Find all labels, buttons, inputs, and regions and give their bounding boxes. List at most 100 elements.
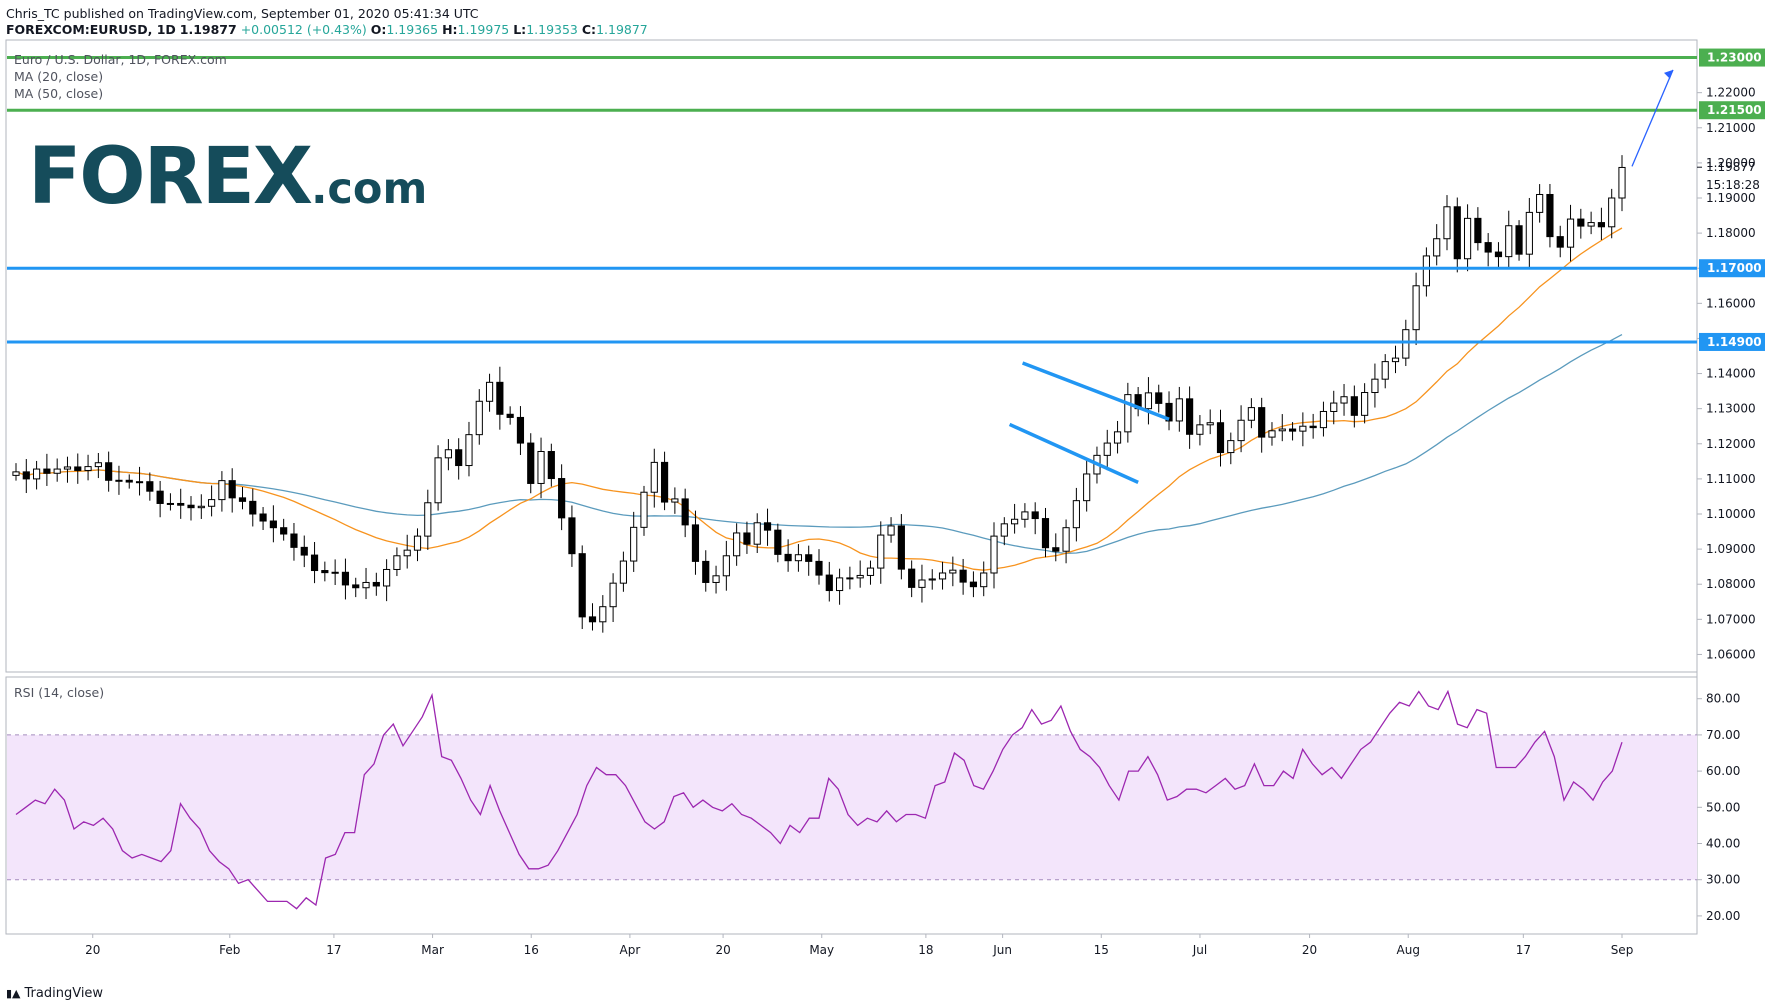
symbol-label[interactable]: FOREXCOM:EURUSD, 1D xyxy=(6,22,176,37)
candle-body xyxy=(774,529,782,555)
candle-body xyxy=(836,577,844,592)
forex-logo-suffix: .com xyxy=(311,164,428,214)
flag-lower-trendline xyxy=(1008,422,1139,484)
candle-body xyxy=(650,461,658,493)
candle-body xyxy=(115,479,123,482)
price-axis-label: 1.22000 xyxy=(1706,86,1756,100)
candle-body xyxy=(1443,206,1451,240)
candle-body xyxy=(1608,197,1616,228)
candle-body xyxy=(1474,217,1482,244)
close-label: C: xyxy=(581,22,597,37)
candle-body xyxy=(1124,394,1132,433)
ma50-legend[interactable]: MA (50, close) xyxy=(14,86,104,101)
candle-body xyxy=(1412,285,1420,331)
close-value: 1.19877 xyxy=(596,22,648,37)
projection-arrow-line xyxy=(1631,69,1674,167)
candle-body xyxy=(218,480,226,501)
candle-body xyxy=(887,525,895,536)
bar-countdown-label: 15:18:28 xyxy=(1706,178,1760,192)
time-axis-label: Apr xyxy=(620,943,641,957)
rsi-band xyxy=(7,734,1697,880)
candle-body xyxy=(733,532,741,557)
rsi-axis-label: 60.00 xyxy=(1706,764,1740,778)
candle-body xyxy=(1206,422,1214,426)
candle-body xyxy=(1577,218,1585,227)
forex-logo: FOREX.com xyxy=(28,132,427,222)
candle-body xyxy=(1021,511,1029,520)
candle-body xyxy=(1155,392,1163,404)
candle-body xyxy=(300,546,308,556)
candle-body xyxy=(1433,238,1441,257)
candle-body xyxy=(547,451,555,480)
ma50-line xyxy=(15,334,1623,555)
candle-body xyxy=(166,502,175,505)
open-label: O: xyxy=(370,22,387,37)
candle-body xyxy=(1247,407,1255,421)
time-axis-label: Feb xyxy=(219,943,240,957)
time-axis-label: 20 xyxy=(715,943,730,957)
tradingview-brand[interactable]: ▮▲ TradingView xyxy=(6,986,103,1001)
candle-body xyxy=(1340,396,1348,404)
candle-body xyxy=(1309,425,1317,429)
candle-body xyxy=(640,491,648,528)
candle-body xyxy=(722,555,730,577)
candle-body xyxy=(1216,422,1225,454)
low-value: 1.19353 xyxy=(526,22,578,37)
candle-body xyxy=(269,520,277,529)
candle-body xyxy=(1361,392,1369,416)
rsi-legend[interactable]: RSI (14, close) xyxy=(14,685,105,700)
candle-body xyxy=(94,462,102,468)
price-axis-label: 1.11000 xyxy=(1706,472,1756,486)
candle-body xyxy=(372,581,380,587)
candle-body xyxy=(1391,357,1400,363)
time-axis-label: Mar xyxy=(421,943,444,957)
candle-body xyxy=(1000,523,1008,537)
candle-body xyxy=(321,570,329,574)
candle-body xyxy=(938,572,947,580)
candle-body xyxy=(1463,217,1472,260)
candle-body xyxy=(177,502,185,506)
chart-title-legend[interactable]: Euro / U.S. Dollar, 1D, FOREX.com xyxy=(14,52,227,67)
candle-body xyxy=(1494,251,1503,258)
candle-body xyxy=(1011,518,1019,525)
candle-body xyxy=(660,461,669,503)
candle-body xyxy=(310,554,319,572)
candle-body xyxy=(1113,431,1122,444)
candle-body xyxy=(1175,398,1183,422)
rsi-line xyxy=(15,689,1623,910)
candle-body xyxy=(743,532,751,545)
candle-body xyxy=(763,522,772,531)
symbol-ohlc-row: FOREXCOM:EURUSD, 1D 1.19877 +0.00512 (+0… xyxy=(6,22,648,38)
candle-body xyxy=(1505,225,1513,258)
projection-arrow-head xyxy=(1664,69,1673,79)
low-label: L: xyxy=(513,22,527,37)
time-axis-label: 17 xyxy=(1516,943,1531,957)
candle-body xyxy=(238,497,247,502)
candle-body xyxy=(506,413,514,418)
price-axis-label: 1.18000 xyxy=(1706,226,1756,240)
candle-body xyxy=(1536,193,1544,213)
candle-body xyxy=(877,534,885,569)
candle-body xyxy=(197,505,205,509)
candle-body xyxy=(393,555,401,570)
candle-body xyxy=(1597,222,1605,228)
ma20-line xyxy=(15,227,1623,571)
level-label: 1.14900 xyxy=(1707,335,1762,349)
time-axis-label: 18 xyxy=(918,943,933,957)
candle-body xyxy=(578,553,586,618)
time-axis-label: May xyxy=(809,943,834,957)
price-axis-label: 1.06000 xyxy=(1706,647,1756,661)
candle-body xyxy=(208,499,216,507)
candle-body xyxy=(609,582,617,608)
time-axis-label: Aug xyxy=(1397,943,1420,957)
candle-body xyxy=(516,416,525,444)
level-label-box xyxy=(1699,332,1765,351)
candle-body xyxy=(990,535,998,574)
candle-body xyxy=(969,581,978,588)
price-axis-label: 1.20000 xyxy=(1706,156,1756,170)
ma20-legend[interactable]: MA (20, close) xyxy=(14,69,104,84)
level-label: 1.23000 xyxy=(1707,51,1762,65)
candle-body xyxy=(805,554,813,562)
candle-body xyxy=(496,381,504,415)
